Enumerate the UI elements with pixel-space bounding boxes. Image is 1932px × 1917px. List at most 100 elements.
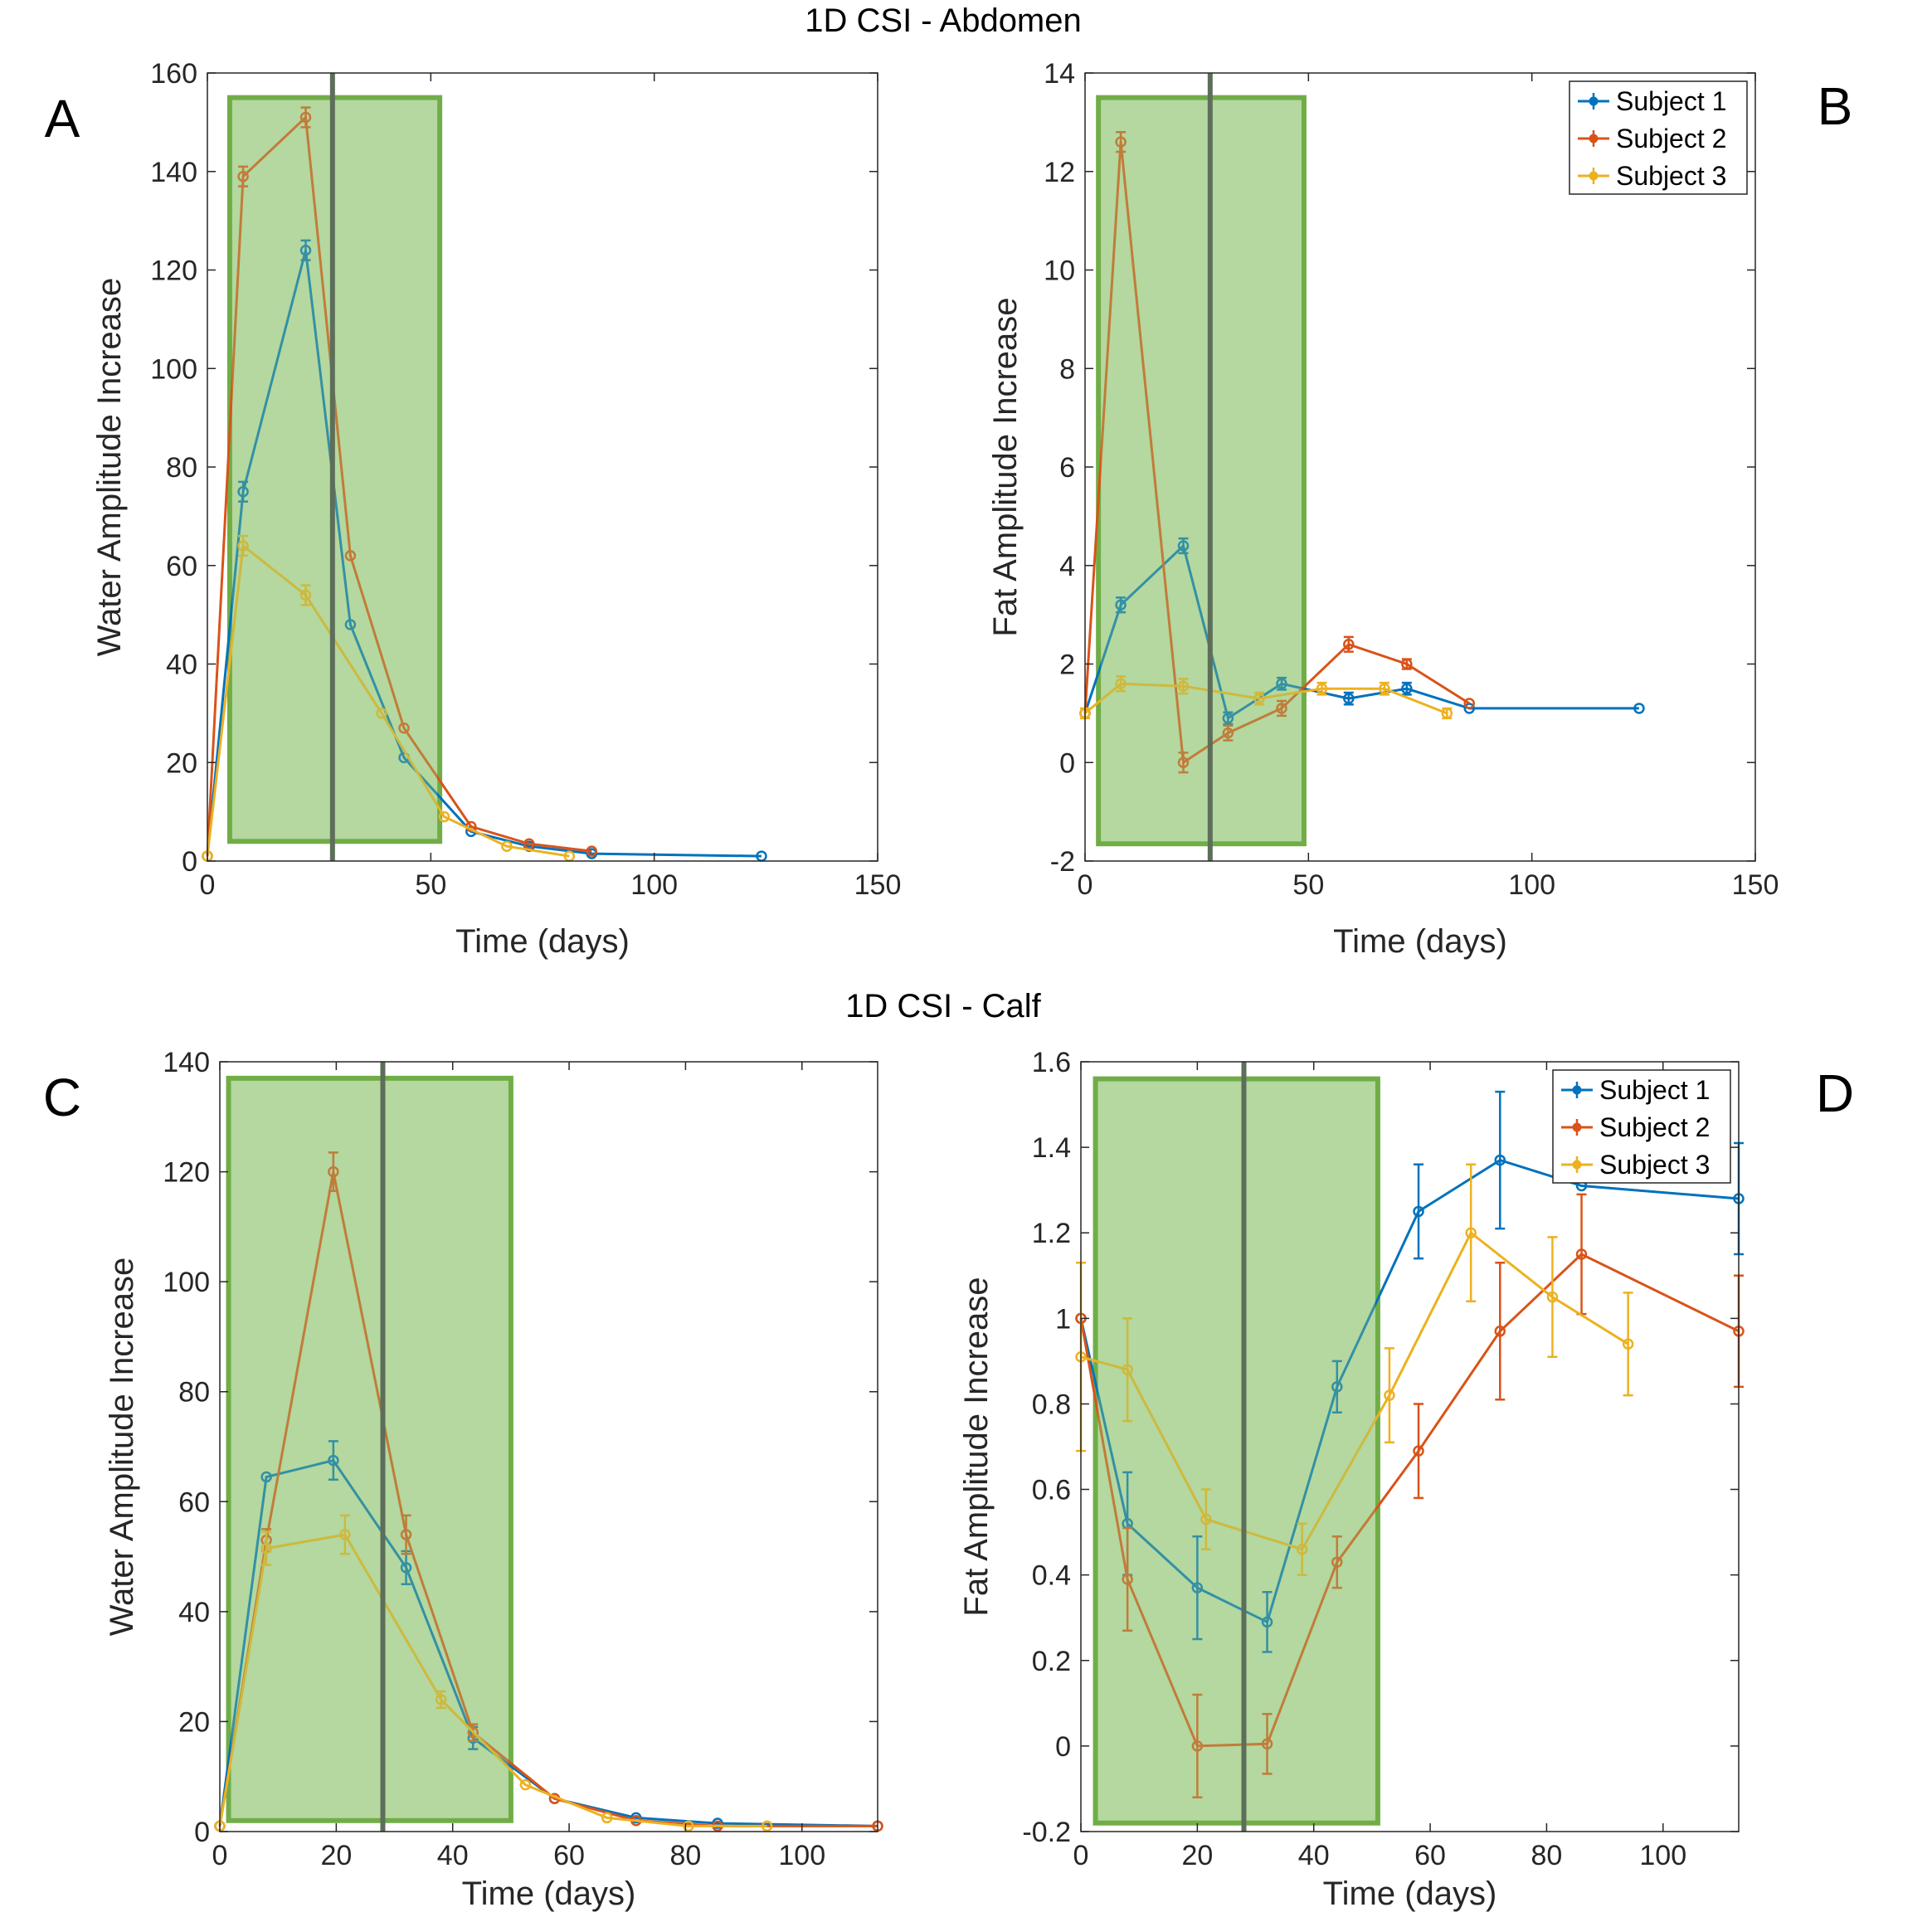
x-axis-label: Time (days) — [462, 1876, 636, 1912]
data-point — [1276, 703, 1287, 714]
data-point — [1222, 713, 1234, 724]
data-point — [1413, 1205, 1424, 1218]
data-point — [1343, 639, 1355, 650]
data-point — [1384, 1389, 1395, 1401]
legend-entry: Subject 1 — [1599, 1075, 1710, 1105]
data-point — [1494, 1154, 1506, 1166]
x-axis-label: Time (days) — [1323, 1876, 1497, 1912]
data-point — [586, 845, 598, 857]
y-tick-label: 8 — [1059, 353, 1075, 385]
data-point — [260, 1471, 272, 1483]
error-bar — [339, 1514, 350, 1555]
chart-panel-c: 0 20 40 60 80 100 0 20 40 60 80 100 120 140 Time (days… — [104, 1047, 883, 1912]
data-point — [1463, 698, 1476, 709]
data-point — [1463, 703, 1476, 714]
data-point — [400, 1562, 412, 1574]
data-point — [1546, 1291, 1559, 1303]
data-point — [519, 1778, 532, 1791]
error-bar — [1192, 1693, 1203, 1799]
x-tick-label: 20 — [1181, 1840, 1213, 1871]
section-title-calf: 1D CSI - Calf — [845, 988, 1041, 1024]
y-tick-label: 2 — [1059, 650, 1075, 681]
panel-letter: B — [1818, 76, 1853, 136]
axes-box — [219, 1061, 878, 1832]
data-point — [376, 708, 387, 719]
y-tick-label: 12 — [1044, 157, 1075, 188]
data-point — [1253, 693, 1265, 704]
x-axis-label: Time (days) — [455, 923, 630, 960]
legend-entry: Subject 3 — [1616, 161, 1726, 191]
data-point — [438, 810, 450, 823]
legend-entry: Subject 1 — [1616, 86, 1726, 116]
data-point — [1401, 683, 1413, 694]
data-point — [299, 111, 312, 124]
data-point — [344, 619, 357, 630]
legend-entry: Subject 2 — [1616, 124, 1726, 153]
y-tick-label: 0 — [1059, 747, 1075, 779]
section-title-abdomen: 1D CSI - Abdomen — [805, 2, 1082, 39]
legend-marker — [1589, 134, 1599, 144]
x-tick-label: 100 — [1639, 1840, 1686, 1871]
data-point — [237, 540, 249, 552]
error-bar — [238, 534, 249, 557]
data-point — [1191, 1582, 1204, 1593]
y-tick-label: -2 — [1050, 846, 1075, 878]
chart-panel-d: 0 20 40 60 80 100-0.200.20.40.60.811.21.41.6T… — [958, 1047, 1745, 1912]
y-axis-label: Fat Amplitude Increase — [958, 1277, 995, 1616]
y-tick-label: 0 — [194, 1817, 210, 1848]
data-point — [1343, 693, 1355, 704]
y-tick-label: 6 — [1059, 452, 1075, 484]
y-tick-label: 14 — [1044, 58, 1075, 90]
error-bar — [1122, 1317, 1133, 1423]
y-tick-label: 20 — [166, 747, 197, 779]
error-bar — [401, 1514, 411, 1555]
data-point — [1465, 1227, 1477, 1238]
error-bar — [1384, 1347, 1394, 1444]
data-point — [1575, 1248, 1588, 1260]
y-tick-label: 0.4 — [1032, 1560, 1071, 1592]
data-point — [328, 1454, 339, 1467]
data-point — [1191, 1740, 1204, 1752]
y-tick-label: 20 — [178, 1706, 210, 1738]
error-bar — [1262, 1712, 1273, 1775]
error-bar — [1414, 1403, 1424, 1500]
error-bar — [300, 239, 311, 261]
x-tick-label: 80 — [1531, 1840, 1563, 1871]
error-bar — [1495, 1090, 1506, 1230]
shaded-region — [1096, 95, 1307, 847]
data-point — [1441, 708, 1453, 719]
shaded-overlay — [1097, 1081, 1375, 1821]
data-point — [1331, 1381, 1343, 1393]
x-tick-label: 80 — [670, 1840, 702, 1871]
y-tick-label: 80 — [166, 452, 197, 484]
x-axis-label: Time (days) — [1333, 923, 1507, 960]
legend: Subject 1 Subject 2 Subject 3 — [1569, 80, 1748, 195]
error-bar — [1192, 1535, 1203, 1641]
x-tick-label: 100 — [630, 869, 678, 901]
y-tick-label: -0.2 — [1022, 1817, 1071, 1848]
error-bar — [1116, 131, 1127, 153]
legend-marker — [1572, 1160, 1582, 1170]
y-axis-label: Water Amplitude Increase — [104, 1258, 140, 1637]
y-tick-label: 60 — [178, 1486, 210, 1518]
data-point — [237, 170, 249, 182]
shaded-overlay — [1101, 100, 1302, 842]
x-tick-label: 40 — [1298, 1840, 1330, 1871]
x-tick-label: 150 — [854, 869, 902, 901]
y-tick-label: 100 — [150, 353, 197, 385]
legend-marker — [1572, 1085, 1582, 1095]
data-point — [344, 550, 357, 562]
error-bar — [1414, 1163, 1424, 1260]
x-tick-label: 100 — [1508, 869, 1555, 901]
error-bar — [1178, 752, 1189, 774]
data-point — [1115, 678, 1127, 689]
error-bar — [300, 584, 311, 606]
axes-box — [1080, 1061, 1740, 1832]
data-point — [1413, 1445, 1424, 1457]
x-tick-label: 60 — [1414, 1840, 1446, 1871]
error-bar — [1547, 1236, 1558, 1358]
shaded-region — [1093, 1076, 1380, 1826]
x-tick-label: 0 — [1078, 869, 1093, 901]
